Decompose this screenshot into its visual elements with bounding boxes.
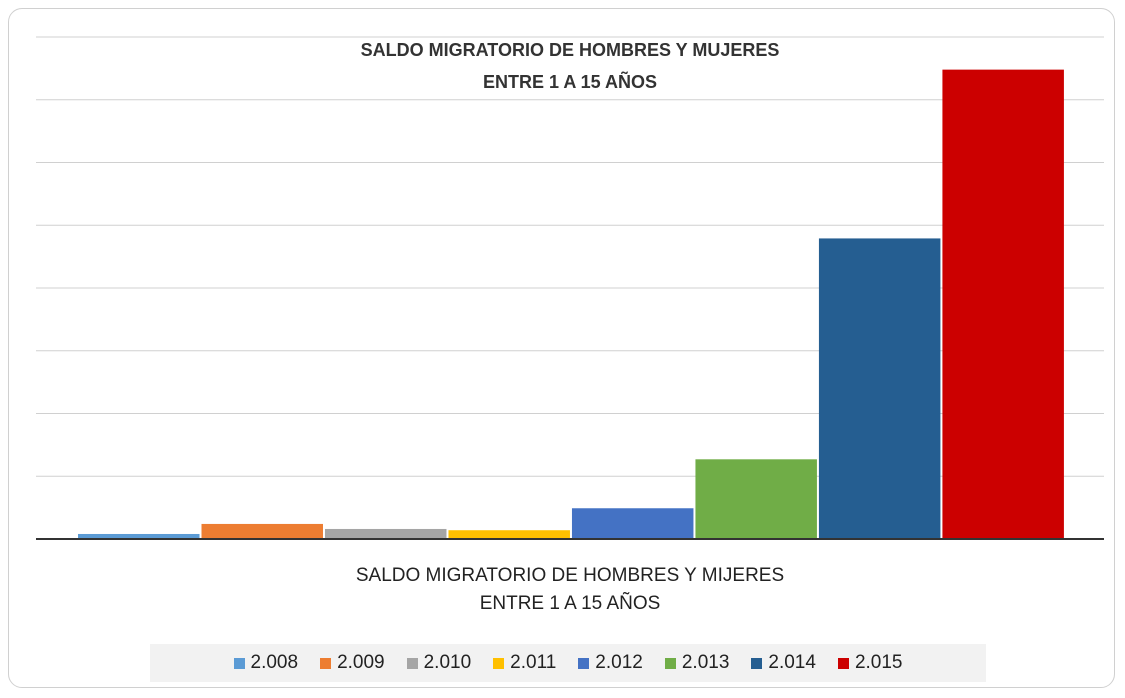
legend: 2.008 2.009 2.010 2.011 2.012 2.013 2.014 2.015: [150, 644, 986, 682]
legend-item: 2.011: [493, 652, 556, 674]
legend-label: 2.015: [854, 652, 903, 673]
x-tick-label: SALDO MIGRATORIO DE HOMBRES Y MIJERES EN…: [355, 565, 785, 614]
legend-swatch: [233, 657, 245, 669]
legend-item: 2.015: [837, 652, 903, 674]
legend-item: 2.008: [233, 652, 299, 674]
bar: [942, 69, 1064, 539]
bar: [695, 459, 817, 539]
legend-item: 2.014: [751, 652, 816, 674]
legend-label: 2.012: [595, 652, 643, 673]
bar: [201, 523, 323, 539]
legend-swatch: [664, 657, 676, 669]
legend-label: 2.013: [681, 652, 730, 673]
legend-swatch: [320, 657, 332, 669]
legend-swatch: [751, 657, 763, 669]
bar: [448, 530, 570, 539]
chart-title: SALDO MIGRATORIO DE HOMBRES Y MUJERES EN…: [360, 40, 780, 92]
legend-label: 2.011: [510, 652, 557, 673]
legend-label: 2.008: [250, 652, 299, 673]
legend-swatch: [578, 657, 590, 669]
bar: [324, 528, 447, 539]
bar: [571, 508, 694, 539]
legend-swatch: [406, 657, 418, 669]
legend-item: 2.009: [320, 652, 385, 674]
bar: [78, 533, 200, 539]
chart-frame: [8, 8, 1115, 688]
legend-item: 2.013: [664, 652, 730, 674]
legend-label: 2.009: [337, 652, 385, 673]
legend-label: 2.010: [423, 652, 472, 673]
bar: [818, 238, 941, 540]
legend-swatch: [837, 657, 849, 669]
legend-label: 2.014: [768, 652, 816, 673]
legend-item: 2.012: [578, 652, 643, 674]
legend-swatch: [493, 657, 505, 669]
legend-item: 2.010: [406, 652, 472, 674]
